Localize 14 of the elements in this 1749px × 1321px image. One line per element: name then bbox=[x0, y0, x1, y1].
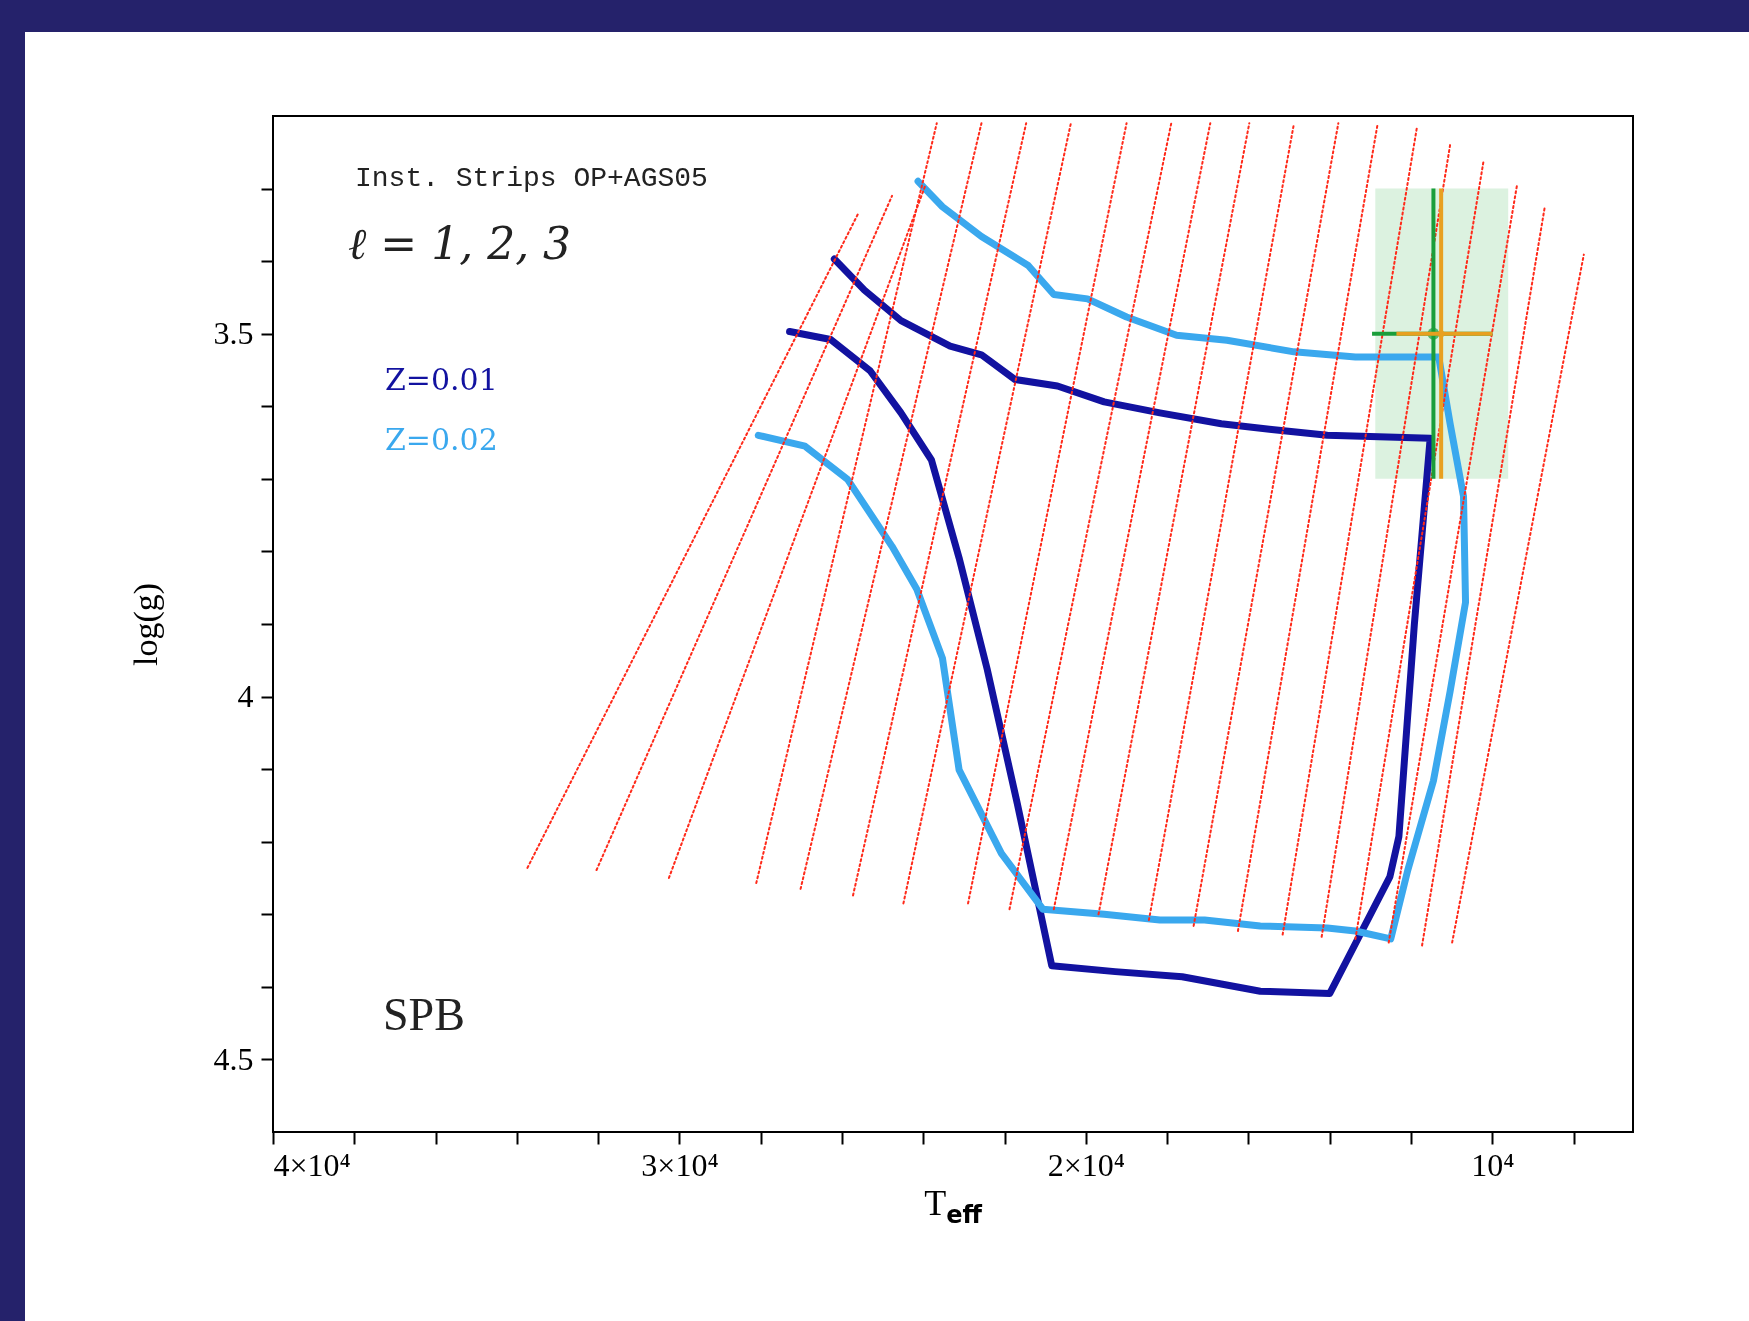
x-tick-label: 10⁴ bbox=[1471, 1146, 1515, 1183]
annotation: Inst. Strips OP+AGS05 bbox=[355, 163, 708, 194]
y-tick-label: 4 bbox=[237, 678, 254, 715]
x-tick-label: 3×10⁴ bbox=[641, 1146, 719, 1183]
x-tick-label: 4×10⁴ bbox=[273, 1146, 351, 1183]
x-tick-label: 2×10⁴ bbox=[1047, 1146, 1126, 1183]
y-tick-label: 3.5 bbox=[213, 315, 254, 352]
annotation: SPB bbox=[383, 989, 465, 1040]
annotation: ℓ = 1, 2, 3 bbox=[348, 218, 572, 269]
y-tick-label: 4.5 bbox=[213, 1040, 254, 1077]
text: Z=0.02 bbox=[385, 422, 498, 457]
text: Z=0.01 bbox=[385, 362, 498, 397]
y-axis-title: log(g) bbox=[126, 582, 165, 667]
x-axis-title: T$_{eff}$ bbox=[923, 1182, 984, 1230]
